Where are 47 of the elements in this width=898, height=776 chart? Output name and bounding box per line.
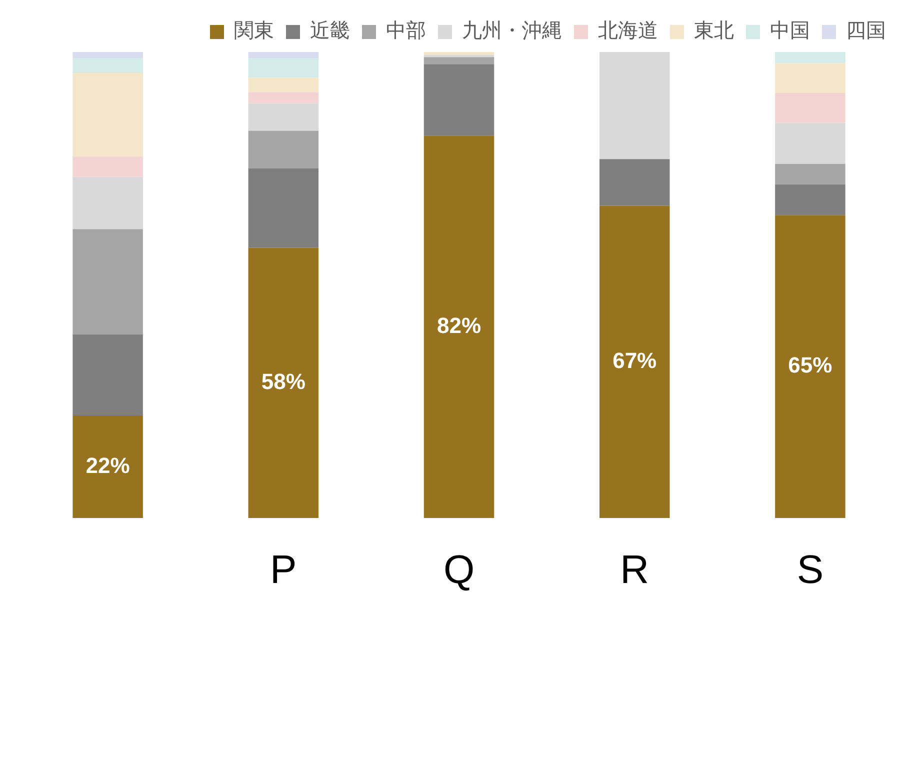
x-tick-label: P	[270, 548, 297, 592]
bar	[248, 103, 319, 131]
legend-label: 近畿	[310, 18, 350, 42]
data-label: 67%	[612, 348, 657, 373]
bar	[72, 72, 143, 156]
bar	[775, 52, 846, 64]
bar	[424, 52, 494, 55]
legend-label: 中国	[770, 18, 810, 42]
bar	[599, 159, 670, 206]
x-tick-label: R	[620, 548, 650, 592]
bar	[72, 156, 143, 177]
bar	[775, 93, 846, 123]
x-tick-label: S	[796, 548, 824, 592]
legend-label: 東北	[694, 18, 734, 42]
bar	[72, 58, 143, 73]
bar	[248, 130, 319, 168]
legend-label: 中部	[386, 18, 426, 42]
bar	[775, 122, 846, 164]
legend-label: 四国	[846, 18, 886, 42]
legend-label: 北海道	[598, 18, 658, 42]
bar	[424, 57, 494, 64]
bar	[775, 164, 846, 184]
bar	[248, 52, 319, 58]
bar	[248, 168, 319, 248]
bar	[599, 206, 670, 518]
bar	[72, 176, 143, 230]
bar	[775, 184, 846, 216]
x-tick-label: Q	[443, 548, 475, 592]
bar	[775, 215, 846, 518]
bar	[599, 52, 670, 160]
bar	[72, 229, 143, 334]
bar	[248, 92, 319, 104]
legend-label: 関東	[234, 18, 274, 42]
bar	[424, 64, 494, 136]
bar	[248, 248, 319, 518]
data-label: 65%	[788, 352, 832, 378]
bar	[248, 78, 319, 92]
bar	[72, 52, 143, 58]
data-label: 58%	[261, 368, 306, 394]
bar	[72, 334, 143, 416]
bar	[775, 63, 846, 94]
bar	[72, 415, 143, 518]
data-label: 22%	[86, 452, 130, 478]
bar	[424, 136, 494, 518]
legend-label: 九州・沖縄	[462, 18, 562, 42]
bar	[248, 58, 319, 78]
data-label: 82%	[436, 313, 482, 338]
